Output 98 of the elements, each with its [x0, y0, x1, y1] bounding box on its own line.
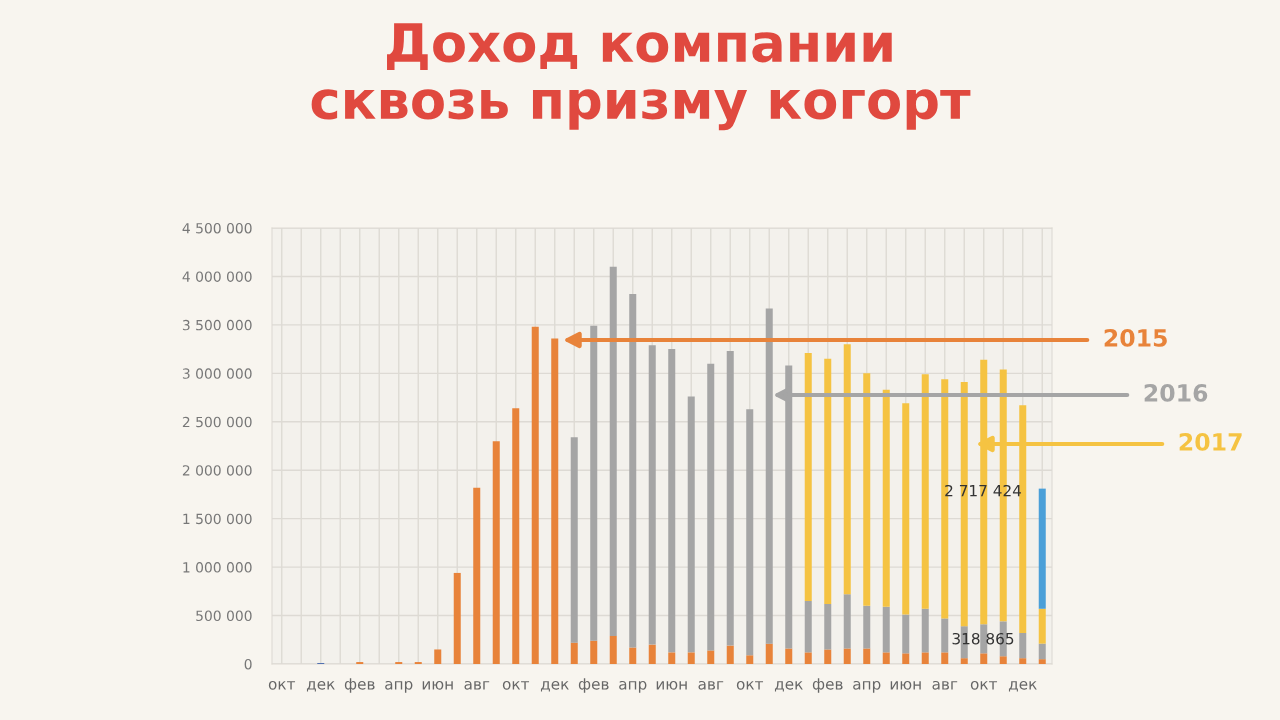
bar: [882, 389, 890, 607]
x-tick-label: июн: [656, 680, 687, 690]
text: 2016: [1144, 383, 1208, 402]
bar: [863, 605, 871, 649]
bar: [785, 648, 793, 664]
x-tick-label: дек: [1008, 680, 1037, 692]
y-tick-label: 0: [244, 658, 252, 670]
bar: [707, 650, 715, 664]
bar: [843, 344, 851, 595]
bar: [453, 572, 461, 664]
x-tick-label: окт: [736, 680, 764, 690]
annotation: 318 865: [952, 632, 1014, 645]
bar: [843, 648, 851, 664]
bar: [980, 653, 988, 664]
x-tick-label: июн: [890, 680, 921, 690]
bar: [921, 608, 929, 653]
bar: [1019, 658, 1027, 664]
bar: [921, 374, 929, 609]
bar: [648, 345, 656, 645]
x-tick-label: окт: [268, 680, 296, 690]
x-tick-label: окт: [970, 680, 998, 690]
bar: [726, 351, 734, 646]
x-tick-label: апр: [853, 680, 881, 693]
y-tick-label: 4 000 000: [182, 271, 252, 282]
y-tick-label: 1 000 000: [183, 562, 252, 573]
bar: [804, 352, 812, 602]
bar: [804, 601, 812, 653]
bar: [1019, 633, 1027, 659]
bar: [902, 653, 910, 664]
x-tick-label: окт: [502, 680, 530, 690]
bar: [590, 640, 598, 664]
bar: [1038, 659, 1046, 664]
bar: [902, 403, 910, 615]
bar: [609, 635, 617, 664]
x-tick-label: апр: [385, 680, 413, 693]
y-tick-label: 2 500 000: [182, 416, 252, 428]
y-tick-label: 3 000 000: [182, 368, 252, 379]
bar: [473, 487, 481, 664]
bar: [863, 373, 871, 606]
bar: [941, 652, 949, 664]
bar: [746, 655, 754, 664]
bar: [687, 652, 695, 664]
x-tick-label: дек: [306, 680, 335, 692]
bar: [1038, 488, 1046, 609]
bar: [824, 358, 832, 604]
bar: [629, 293, 637, 648]
bar: [726, 645, 734, 664]
x-tick-label: фев: [344, 678, 375, 693]
bar: [882, 606, 890, 653]
x-tick-label: фев: [578, 678, 609, 693]
bar: [531, 326, 539, 664]
bar: [960, 658, 968, 664]
bar: [999, 656, 1007, 664]
text: 2017: [1179, 432, 1242, 451]
x-tick-label: апр: [619, 680, 647, 693]
bar: [1038, 608, 1046, 644]
x-tick-label: июн: [422, 680, 453, 690]
y-tick-label: 2 000 000: [182, 465, 252, 476]
y-tick-label: 3 500 000: [182, 319, 252, 331]
text: 2015: [1104, 328, 1167, 347]
bar: [707, 363, 715, 651]
bar: [512, 408, 520, 664]
bar: [434, 649, 442, 664]
bar: [882, 652, 890, 664]
x-tick-label: фев: [812, 678, 843, 693]
bar: [570, 642, 578, 664]
x-tick-label: авг: [932, 680, 958, 690]
x-tick-label: авг: [698, 680, 724, 690]
chart-title: Доход компании сквозь призму когорт: [311, 23, 971, 131]
bar: [668, 652, 676, 664]
x-tick-label: дек: [774, 680, 803, 692]
bar: [648, 644, 656, 664]
bar: [824, 603, 832, 650]
bar: [629, 647, 637, 664]
bar: [921, 652, 929, 664]
bar: [746, 409, 754, 656]
bar: [902, 614, 910, 654]
bar: [609, 266, 617, 636]
x-tick-label: авг: [464, 680, 490, 690]
bar: [980, 624, 988, 654]
bar: [765, 308, 773, 644]
bar: [551, 338, 559, 664]
bar: [1038, 643, 1046, 660]
bar: [765, 643, 773, 664]
bar: [570, 437, 578, 643]
x-tick-label: дек: [540, 680, 569, 692]
y-tick-label: 4 500 000: [182, 222, 252, 234]
bar: [590, 325, 598, 641]
bar: [804, 652, 812, 664]
bar: [941, 618, 949, 653]
bar: [843, 594, 851, 649]
bar: [687, 396, 695, 653]
bar: [863, 648, 871, 664]
y-tick-label: 500 000: [196, 610, 252, 622]
bar: [668, 349, 676, 653]
bar: [824, 649, 832, 664]
y-tick-label: 1 500 000: [183, 513, 252, 525]
bar: [492, 441, 500, 664]
